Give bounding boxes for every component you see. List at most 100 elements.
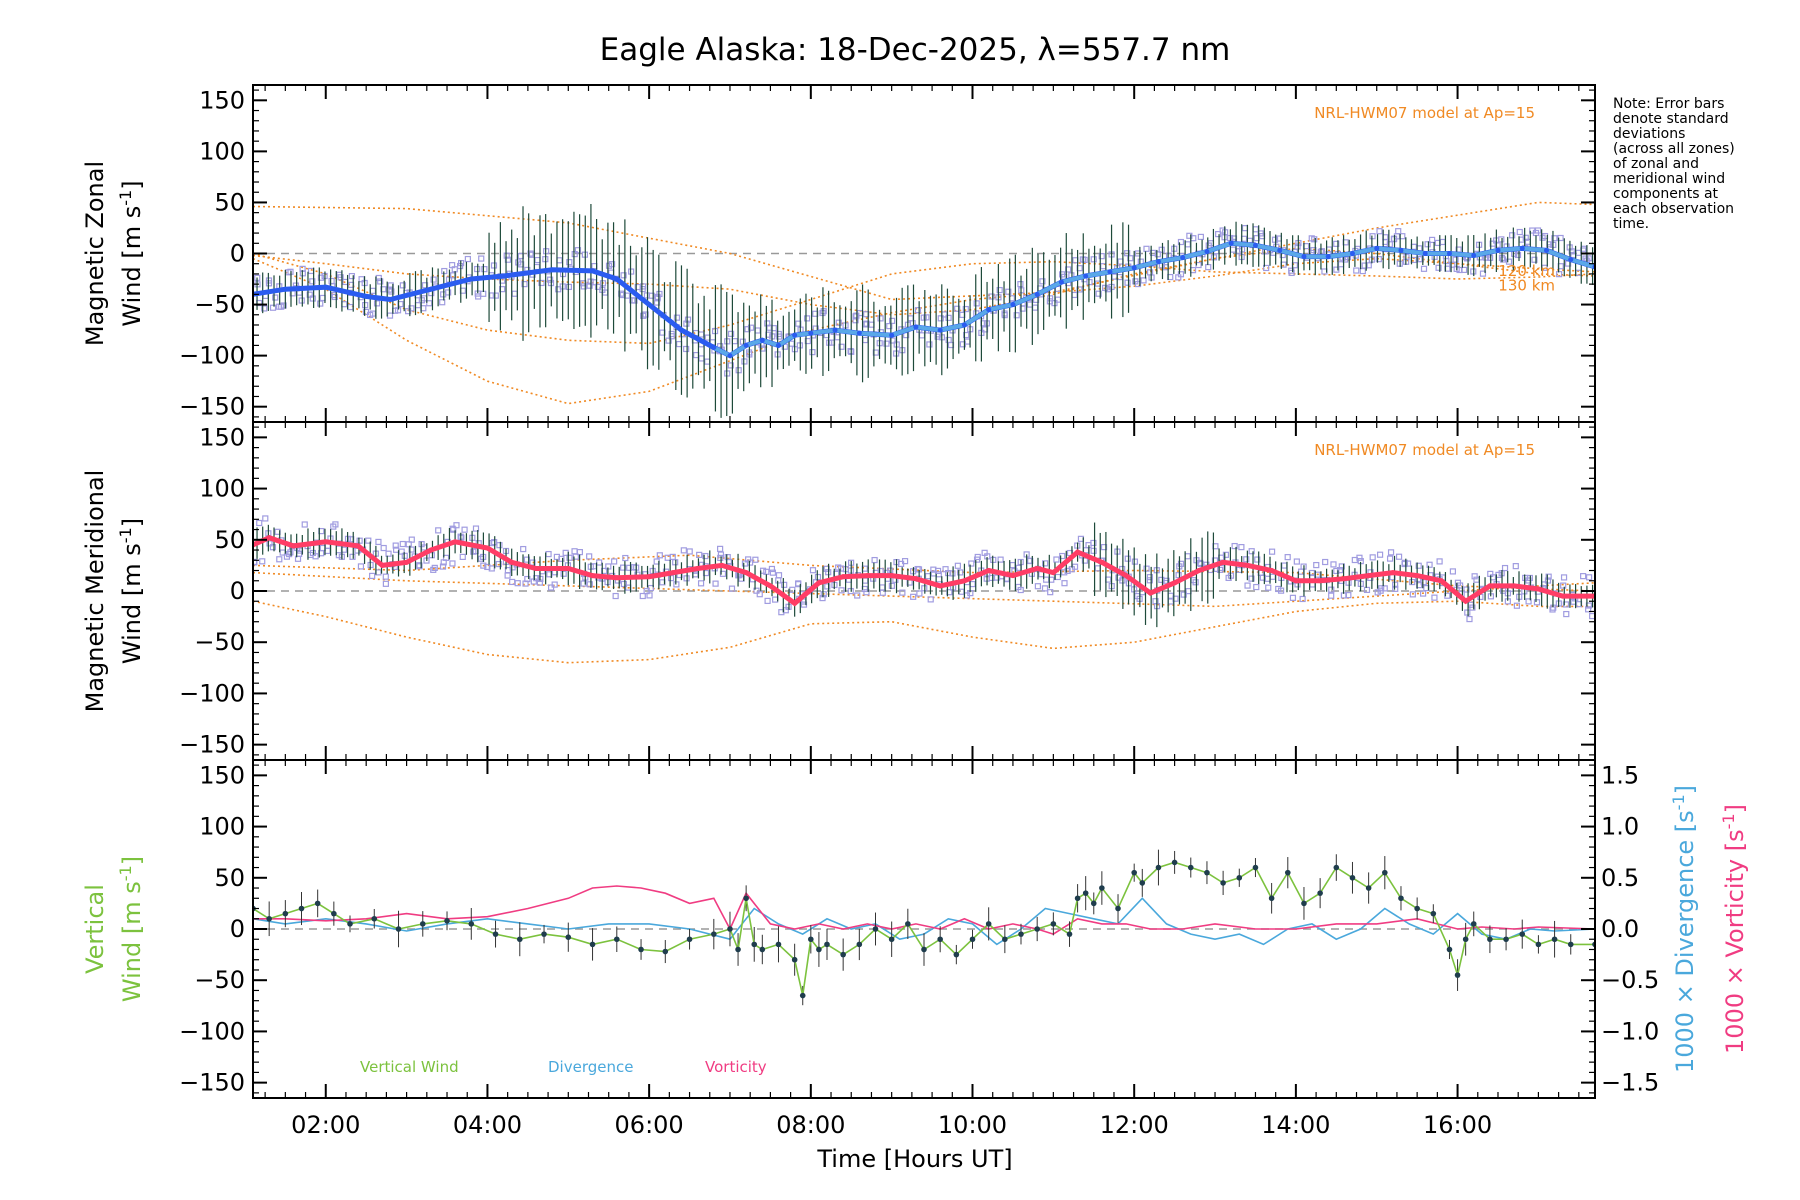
scatter-point	[283, 553, 291, 560]
meridional-wind-point	[428, 547, 434, 553]
scatter-point	[1353, 267, 1360, 274]
vertical-wind-point	[1414, 905, 1420, 912]
scatter-point	[973, 300, 980, 307]
scatter-point	[835, 319, 842, 326]
scatter-point	[1544, 577, 1552, 584]
scatter-point	[1043, 576, 1050, 583]
scatter-point	[1589, 612, 1595, 620]
scatter-point	[520, 545, 527, 553]
scatter-point	[1158, 246, 1165, 253]
right-tick-label: 1.5	[1601, 761, 1639, 789]
scatter-point	[375, 569, 382, 576]
meridional-wind-point	[1560, 593, 1566, 599]
vertical-panel: Vertical Wind Divergence Vorticity 1.5 1.0 0.…	[81, 759, 1749, 1139]
scatter-point	[1263, 264, 1270, 272]
zonal-wind-point	[759, 337, 765, 343]
scatter-point	[1525, 598, 1532, 605]
y-tick-label: 100	[199, 813, 245, 841]
scatter-point	[1205, 264, 1212, 271]
vertical-wind-point	[314, 900, 321, 907]
scatter-point	[1420, 265, 1428, 272]
scatter-point	[648, 292, 655, 299]
scatter-point	[1539, 234, 1546, 241]
scatter-point	[1034, 583, 1041, 590]
scatter-point	[809, 349, 816, 356]
vertical-wind-point	[824, 941, 830, 948]
scatter-point	[918, 332, 926, 339]
scatter-point	[1562, 601, 1570, 608]
meridional-wind-point	[1463, 598, 1469, 604]
y-tick-label: 0	[230, 240, 245, 268]
scatter-point	[266, 540, 273, 547]
zonal-wind-point	[1034, 291, 1040, 297]
scatter-point	[1053, 556, 1060, 563]
scatter-point	[889, 317, 896, 324]
scatter-point	[1531, 256, 1538, 263]
scatter-point	[1369, 233, 1376, 240]
y-tick-label: −150	[179, 393, 245, 421]
divergence-axis-label-sup: -1	[1669, 794, 1688, 810]
scatter-point	[1039, 278, 1046, 285]
scatter-point	[1463, 586, 1470, 593]
model-curve-3	[253, 252, 1595, 345]
scatter-point	[1284, 554, 1291, 561]
scatter-point	[1095, 290, 1102, 297]
scatter-point	[620, 272, 627, 279]
scatter-point	[574, 247, 582, 254]
scatter-point	[1177, 238, 1185, 246]
vertical-wind-point	[1155, 864, 1162, 871]
x-tick-label: 12:00	[1100, 1111, 1169, 1139]
meridional-wind-point	[792, 600, 798, 606]
y-tick-label: −100	[179, 1017, 245, 1045]
scatter-point	[1512, 563, 1519, 570]
vertical-wind-point	[1567, 941, 1574, 948]
y-tick-label: 150	[199, 86, 245, 114]
scatter-point	[698, 355, 705, 362]
zonal-wind-point	[1083, 273, 1089, 279]
scatter-point	[1243, 556, 1250, 563]
scatter-point	[1005, 288, 1012, 295]
vertical-wind-point	[1446, 946, 1453, 953]
scatter-point	[1289, 594, 1297, 601]
vorticity-line	[253, 885, 1595, 935]
scatter-point	[668, 330, 675, 338]
note-line: of zonal and	[1613, 156, 1699, 172]
vertical-wind-point	[727, 926, 733, 932]
zonal-wind-point	[646, 302, 652, 308]
scatter-point	[1248, 548, 1255, 555]
vertical-wind-point	[921, 946, 927, 953]
scatter-point	[1061, 580, 1068, 587]
zonal-wind-point	[614, 276, 620, 282]
scatter-point	[1401, 559, 1408, 566]
scatter-point	[642, 311, 649, 318]
meridional-wind-point	[379, 562, 385, 568]
scatter-point	[1100, 544, 1108, 551]
scatter-point	[1081, 557, 1089, 564]
vertical-wind-point	[419, 921, 426, 927]
scatter-point	[1131, 558, 1139, 565]
scatter-point	[1376, 228, 1383, 235]
y-axis-label: Wind [m s-1]	[116, 518, 147, 664]
scatter-point	[1248, 575, 1255, 582]
scatter-point	[1090, 547, 1097, 554]
scatter-point	[495, 560, 502, 568]
scatter-point	[1560, 582, 1567, 589]
note-line: components at	[1613, 186, 1719, 202]
scatter-point	[653, 299, 661, 306]
meridional-wind-point	[767, 583, 773, 589]
scatter-point	[744, 326, 751, 333]
meridional-wind-point	[1269, 568, 1275, 574]
scatter-point	[1098, 253, 1105, 260]
meridional-wind-point	[840, 574, 846, 580]
scatter-point	[795, 580, 802, 587]
meridional-wind-point	[1293, 578, 1299, 584]
vertical-wind-point	[985, 921, 992, 927]
vertical-wind-point	[840, 951, 846, 958]
scatter-point	[301, 521, 308, 528]
meridional-wind-point	[864, 573, 870, 579]
scatter-point	[804, 315, 811, 322]
right-tick-label: 0.0	[1601, 915, 1639, 943]
zonal-wind-point	[711, 344, 717, 350]
scatter-point	[781, 581, 788, 588]
vertical-wind-point	[888, 936, 895, 943]
